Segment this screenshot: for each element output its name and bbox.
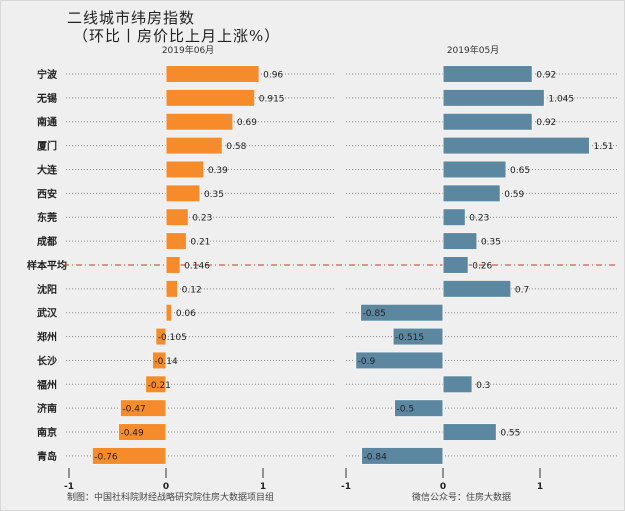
bar: [442, 160, 507, 179]
bar: [119, 399, 167, 418]
data-label: 0.39: [208, 166, 228, 176]
category-label: 大连: [37, 163, 58, 176]
bar: [151, 351, 167, 370]
data-label: 0.55: [500, 429, 520, 439]
data-label: 0.915: [259, 94, 285, 104]
bar: [442, 375, 473, 394]
bar: [165, 65, 260, 83]
data-label: 0.35: [481, 238, 501, 248]
bar: [442, 184, 501, 203]
data-label: 0.23: [192, 214, 212, 224]
data-label: 0.92: [536, 118, 556, 128]
data-label: 0.59: [504, 190, 524, 200]
category-label: 成都: [37, 235, 57, 248]
chart-subtitle: （环比丨房价比上月上涨%）: [73, 27, 281, 45]
bar: [165, 303, 173, 322]
data-label: 0.21: [190, 238, 210, 248]
category-label: 郑州: [37, 331, 57, 344]
series-header: 2019年05月: [447, 44, 499, 56]
axis-tick-label: 0: [440, 482, 446, 492]
category-label: 济南: [37, 402, 57, 415]
data-label: -0.47: [122, 405, 145, 415]
axis-tick-label: -1: [341, 482, 351, 492]
category-label: 青岛: [37, 450, 57, 463]
bar: [165, 136, 223, 155]
data-label: 0.65: [510, 166, 530, 176]
data-label: 0.69: [237, 118, 257, 128]
data-label: -0.49: [120, 429, 144, 439]
category-label: 福州: [36, 378, 57, 391]
bar: [117, 423, 167, 442]
category-label: 沈阳: [37, 283, 57, 296]
data-label: 0.146: [184, 261, 210, 271]
data-label: -0.515: [395, 333, 424, 343]
bar: [165, 88, 256, 107]
bar: [165, 208, 189, 227]
bar: [442, 279, 512, 298]
bar: [165, 232, 187, 251]
category-label: 长沙: [37, 354, 57, 367]
category-label: 南京: [37, 426, 57, 439]
footer-source: 制图：中国社科院财经战略研究院住房大数据项目组: [67, 493, 275, 503]
bar: [394, 399, 444, 418]
bar: [442, 255, 469, 274]
bar: [165, 112, 234, 131]
bar: [361, 446, 444, 465]
data-label: 0.26: [472, 261, 492, 271]
category-label: 武汉: [37, 307, 58, 320]
bar: [442, 423, 497, 442]
bar: [355, 351, 444, 370]
data-label: 1.51: [593, 142, 613, 152]
category-label: 无锡: [36, 92, 57, 105]
data-label: -0.14: [154, 357, 178, 367]
bar: [442, 208, 466, 227]
data-label: -0.9: [358, 357, 376, 367]
footer-wechat: 微信公众号：住房大数据: [412, 493, 512, 503]
data-label: -0.85: [363, 309, 386, 319]
data-label: -0.84: [364, 452, 388, 462]
bar: [360, 303, 444, 322]
bar: [442, 88, 545, 107]
axis-tick-label: -1: [64, 482, 74, 492]
bar: [91, 446, 167, 465]
data-label: 0.35: [204, 190, 224, 200]
bar: [442, 65, 533, 83]
data-label: 0.96: [263, 71, 283, 81]
bar: [442, 112, 533, 131]
data-label: 1.045: [548, 94, 574, 104]
category-label: 厦门: [37, 140, 57, 153]
bar: [155, 327, 167, 346]
data-label: 0.3: [476, 381, 490, 391]
data-label: -0.21: [148, 381, 171, 391]
bar: [165, 184, 201, 203]
data-label: -0.105: [158, 333, 187, 343]
data-label: 0.7: [515, 285, 529, 295]
category-label: 宁波: [37, 68, 58, 81]
data-label: 0.23: [469, 214, 489, 224]
category-label: 样本平均: [27, 259, 67, 272]
bar: [165, 279, 179, 298]
bar: [165, 255, 181, 274]
data-label: 0.12: [182, 285, 202, 295]
bar: [392, 327, 444, 346]
chart-title: 二线城市纬房指数: [67, 9, 196, 27]
data-label: -0.76: [94, 452, 118, 462]
series-header: 2019年06月: [162, 44, 214, 56]
bar: [165, 160, 205, 179]
category-label: 南通: [37, 116, 57, 129]
bar: [442, 232, 478, 251]
category-label: 东莞: [37, 211, 57, 224]
axis-tick-label: 1: [537, 482, 543, 492]
axis-tick-label: 0: [163, 482, 169, 492]
data-label: -0.5: [397, 405, 415, 415]
data-label: 0.92: [536, 71, 556, 81]
bar: [145, 375, 167, 394]
data-label: 0.58: [226, 142, 246, 152]
bar: [442, 136, 590, 155]
category-label: 西安: [37, 187, 57, 200]
axis-tick-label: 1: [260, 482, 266, 492]
data-label: 0.06: [176, 309, 196, 319]
